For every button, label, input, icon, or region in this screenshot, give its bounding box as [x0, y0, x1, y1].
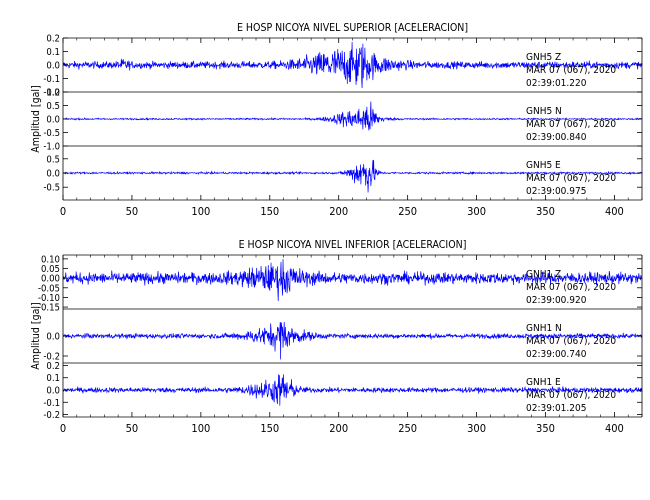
y-tick-label: -0.05 — [38, 283, 60, 294]
station-date: MAR 07 (067), 2020 — [526, 173, 616, 184]
station-time: 02:39:00.975 — [526, 186, 586, 197]
y-tick-label: 0.5 — [46, 154, 60, 165]
panel-1: E HOSP NICOYA NIVEL SUPERIOR [ACELERACIO… — [30, 22, 643, 218]
trace-gnh5-e: 0.5 0.0 -0.5 GNH5 E MAR 07 (067), 2020 02:39:… — [43, 145, 643, 200]
y-tick-label: 0.2 — [46, 361, 60, 372]
y-tick-label: 0.0 — [46, 61, 60, 72]
station-label: GNH5 Z — [526, 52, 561, 63]
x-tick-label: 0 — [60, 205, 66, 218]
x-tick-label: 50 — [126, 205, 139, 218]
y-tick-label: 0.0 — [46, 115, 60, 126]
station-date: MAR 07 (067), 2020 — [526, 336, 616, 347]
waveform-line — [62, 374, 643, 406]
trace-gnh1-n: 0.0 -0.2 GNH1 N MAR 07 (067), 2020 02:39:00.… — [43, 308, 643, 363]
station-time: 02:39:00.920 — [526, 295, 587, 306]
y-tick-label: -0.15 — [38, 303, 60, 314]
trace-gnh5-n: 1.0 0.5 0.0 -0.5 -1.0 GNH5 N MAR 07 (067), 202… — [43, 88, 643, 153]
waveform-line — [62, 321, 643, 360]
x-tick-label: 400 — [605, 422, 624, 435]
y-tick-label: 0.2 — [46, 34, 60, 45]
station-date: MAR 07 (067), 2020 — [526, 65, 616, 76]
panel-title: E HOSP NICOYA NIVEL INFERIOR [ACELERACIO… — [239, 239, 467, 251]
y-tick-label: 0.05 — [41, 264, 60, 275]
station-label: GNH5 E — [526, 160, 561, 171]
waveform-line — [62, 159, 643, 193]
x-tick-label: 150 — [260, 422, 279, 435]
y-tick-label: -0.2 — [43, 352, 60, 363]
y-tick-label: 0.0 — [46, 386, 60, 397]
y-tick-label: 1.0 — [46, 88, 60, 99]
y-tick-label: -0.5 — [43, 183, 60, 194]
x-tick-label: 200 — [329, 205, 348, 218]
x-tick-label: 300 — [467, 205, 486, 218]
x-tick-label: 200 — [329, 422, 348, 435]
x-tick-label: 300 — [467, 422, 486, 435]
y-tick-label: -0.10 — [38, 293, 60, 304]
y-tick-label: 0.00 — [41, 274, 60, 285]
y-axis-label: Amplitud [gal] — [30, 85, 42, 152]
station-label: GNH1 E — [526, 377, 561, 388]
station-time: 02:39:01.220 — [526, 78, 587, 89]
station-label: GNH1 N — [526, 323, 562, 334]
y-tick-label: 0.1 — [46, 47, 60, 58]
y-tick-label: -0.2 — [43, 88, 60, 99]
panel-title: E HOSP NICOYA NIVEL SUPERIOR [ACELERACIO… — [237, 22, 468, 34]
station-time: 02:39:00.840 — [526, 132, 587, 143]
x-tick-label: 400 — [605, 205, 624, 218]
station-label: GNH5 N — [526, 106, 562, 117]
station-time: 02:39:00.740 — [526, 349, 587, 360]
x-tick-label: 250 — [398, 422, 417, 435]
y-tick-label: -1.0 — [43, 142, 60, 153]
y-tick-label: 0.0 — [46, 169, 60, 180]
y-tick-label: 0.10 — [41, 254, 60, 265]
x-tick-label: 100 — [191, 205, 210, 218]
y-axis-label: Amplitud [gal] — [30, 302, 42, 369]
station-time: 02:39:01.205 — [526, 403, 586, 414]
panel-2: E HOSP NICOYA NIVEL INFERIOR [ACELERACIO… — [30, 239, 643, 435]
y-tick-label: -0.2 — [43, 410, 60, 421]
y-tick-label: -0.1 — [43, 398, 60, 409]
y-tick-label: 0.1 — [46, 373, 60, 384]
y-tick-label: 0.0 — [46, 332, 60, 343]
x-tick-label: 350 — [536, 205, 555, 218]
trace-gnh1-e: 0.20.1 0.0-0.1-0.2 GNH1 E MAR 07 (067), 202… — [43, 361, 643, 421]
waveform-line — [62, 259, 643, 301]
x-tick-label: 50 — [126, 422, 139, 435]
x-tick-label: 0 — [60, 422, 66, 435]
station-date: MAR 07 (067), 2020 — [526, 119, 616, 130]
station-label: GNH1 Z — [526, 269, 561, 280]
x-tick-label: 350 — [536, 422, 555, 435]
x-tick-label: 150 — [260, 205, 279, 218]
waveform-line — [62, 42, 643, 88]
station-date: MAR 07 (067), 2020 — [526, 282, 616, 293]
waveform-line — [62, 101, 643, 131]
station-date: MAR 07 (067), 2020 — [526, 390, 616, 401]
x-tick-label: 100 — [191, 422, 210, 435]
y-tick-label: -0.5 — [43, 128, 60, 139]
y-tick-label: 0.5 — [46, 101, 60, 112]
x-tick-label: 250 — [398, 205, 417, 218]
y-tick-label: -0.1 — [43, 74, 60, 85]
